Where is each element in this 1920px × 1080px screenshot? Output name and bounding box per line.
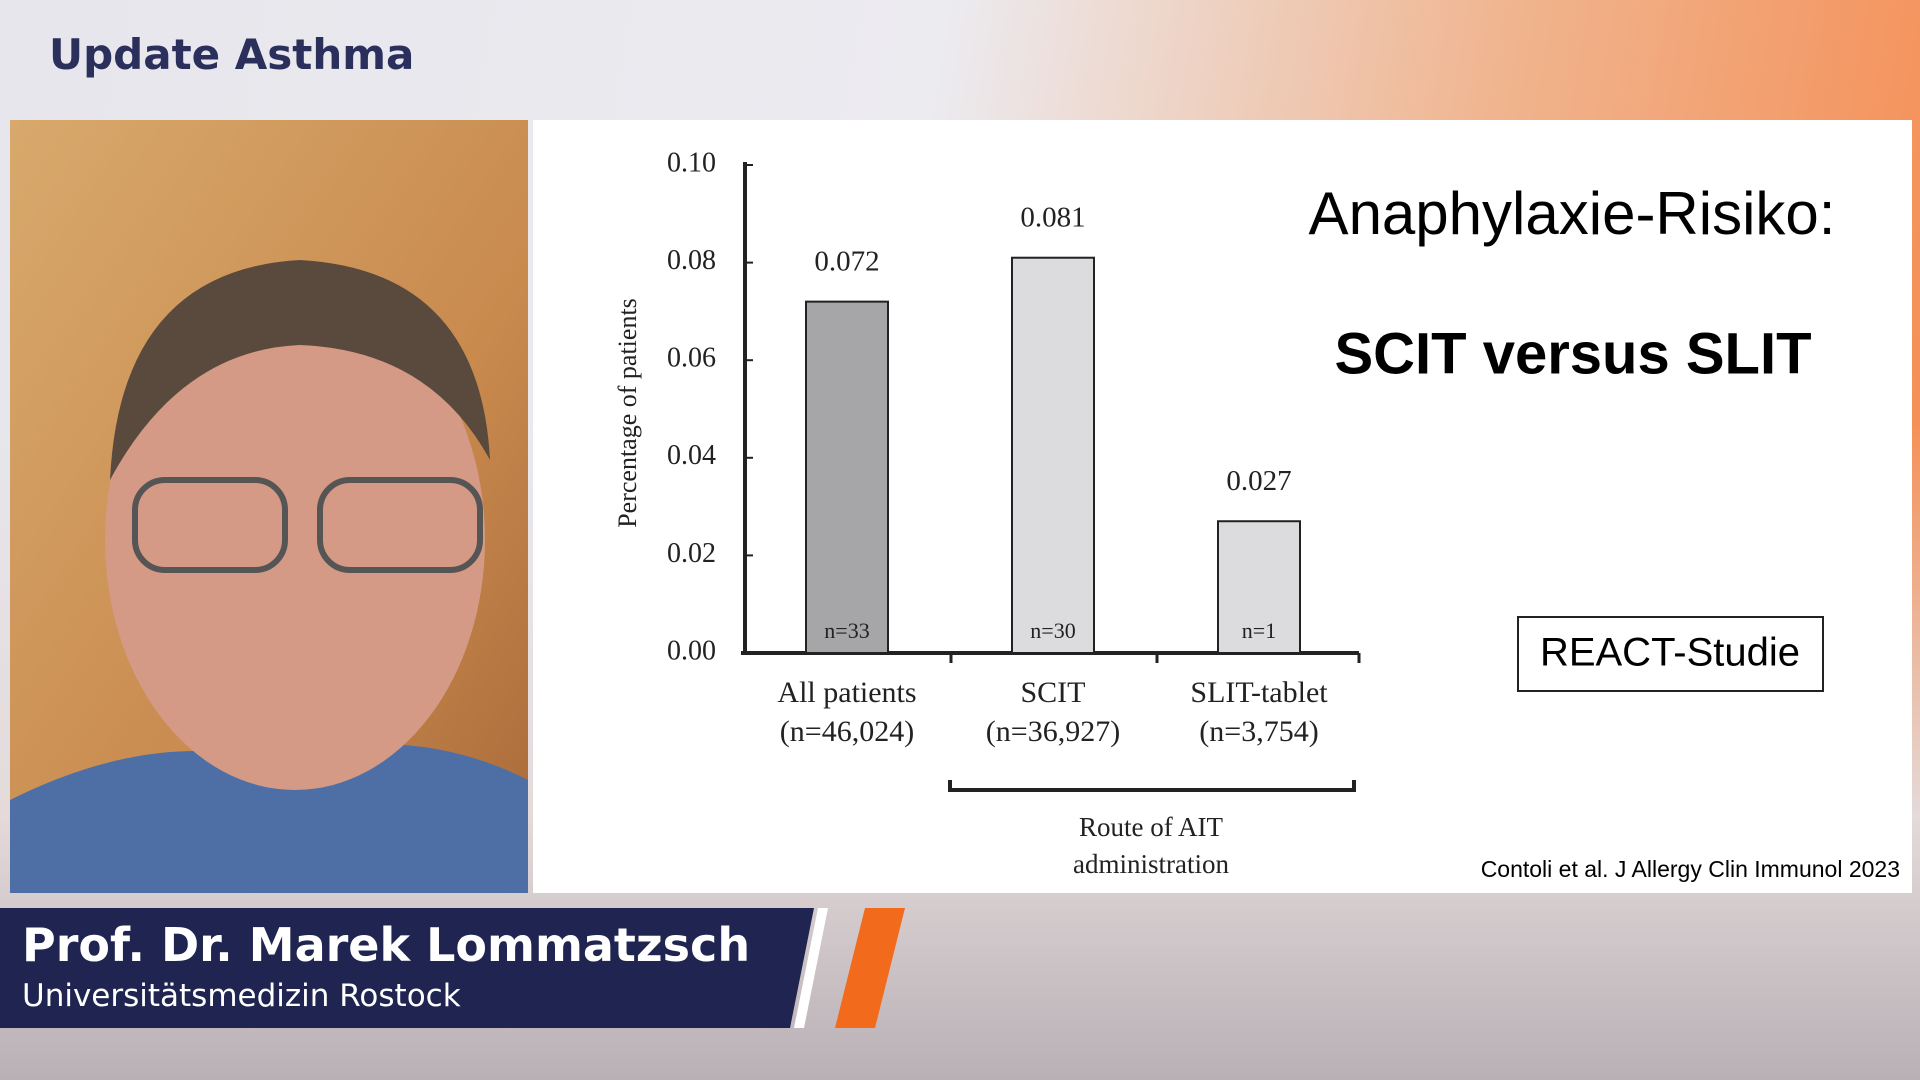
header-title: Update Asthma [49, 30, 415, 79]
lower-third [0, 908, 905, 1028]
bar-label: n=33 [824, 618, 869, 643]
badge-box [1517, 616, 1824, 692]
speaker-affiliation: Universitätsmedizin Rostock [22, 978, 461, 1014]
bar [1011, 256, 1095, 654]
x-tick-label: SLIT-tablet [1190, 676, 1328, 709]
bracket [948, 780, 1356, 792]
bar-label: n=30 [1030, 618, 1075, 643]
y-tick-label: 0.04 [667, 440, 716, 471]
citation: Contoli et al. J Allergy Clin Immunol 20… [1481, 856, 1900, 882]
bar [805, 300, 889, 654]
y-tick-label: 0.10 [667, 147, 716, 178]
bar-label: n=1 [1242, 618, 1276, 643]
x-tick-note: (n=36,927) [986, 715, 1120, 748]
value-label: 0.027 [1226, 465, 1291, 497]
slide-subtitle: SCIT versus SLIT [1334, 321, 1811, 386]
y-tick-label: 0.00 [667, 635, 716, 666]
y-tick-label: 0.08 [667, 245, 716, 276]
webcam [10, 120, 528, 893]
value-label: 0.072 [814, 245, 879, 277]
x-tick-note: (n=3,754) [1199, 715, 1318, 748]
group-label: administration [1073, 849, 1229, 879]
group-label: Route of AIT [1079, 812, 1223, 842]
slide [533, 120, 1912, 893]
badge: REACT-Studie [1540, 631, 1800, 675]
slide-title: Anaphylaxie-Risiko: [1309, 180, 1836, 247]
x-tick-note: (n=46,024) [780, 715, 914, 748]
x-tick-label: All patients [777, 676, 916, 709]
y-tick-label: 0.02 [667, 538, 716, 569]
y-tick-label: 0.06 [667, 343, 716, 374]
x-tick-label: SCIT [1020, 676, 1085, 709]
speaker-name: Prof. Dr. Marek Lommatzsch [22, 918, 751, 972]
y-axis-label: Percentage of patients [613, 298, 642, 528]
bar [1217, 520, 1301, 654]
chart: Anaphylaxie-Risiko: SCIT versus SLIT REA… [613, 147, 1900, 882]
value-label: 0.081 [1020, 201, 1085, 233]
